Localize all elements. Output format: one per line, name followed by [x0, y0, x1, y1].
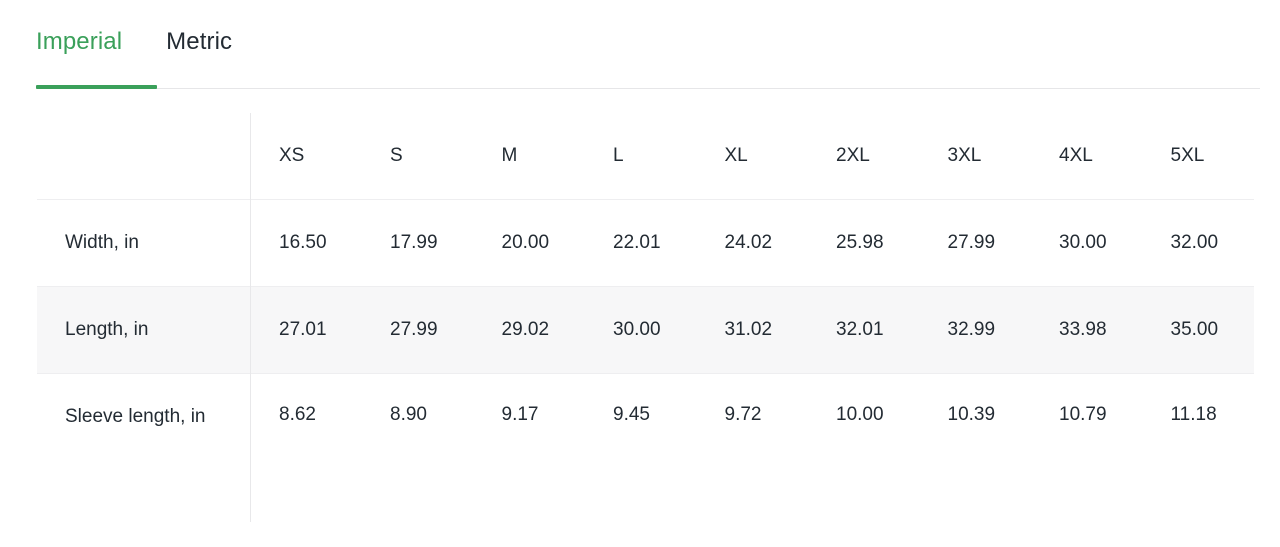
- row-label-width: Width, in: [36, 199, 251, 287]
- size-table-container: XS S M L XL 2XL 3XL 4XL 5XL Width, in 16…: [36, 112, 1255, 523]
- column-header-3xl: 3XL: [947, 145, 982, 166]
- cell-sleeve-l: 9.45: [585, 373, 697, 522]
- cell-length-4xl: 33.98: [1031, 286, 1143, 374]
- column-header-m: M: [501, 145, 518, 166]
- cell-width-3xl: 27.99: [919, 199, 1031, 287]
- cell-sleeve-4xl: 10.79: [1031, 373, 1143, 522]
- table-head: XS S M L XL 2XL 3XL 4XL 5XL: [36, 113, 1254, 200]
- header-corner-cell: [36, 113, 251, 200]
- tab-imperial[interactable]: Imperial: [36, 28, 146, 75]
- cell-width-xs: 16.50: [250, 199, 362, 287]
- table-body: Width, in 16.50 17.99 20.00 22.01 24.02 …: [36, 199, 1254, 522]
- row-label-length: Length, in: [36, 286, 251, 374]
- row-label-sleeve-length: Sleeve length, in: [36, 373, 251, 522]
- cell-length-3xl: 32.99: [919, 286, 1031, 374]
- active-tab-indicator: [36, 85, 157, 89]
- unit-tabs-container: Imperial Metric: [36, 28, 1260, 89]
- cell-width-s: 17.99: [362, 199, 474, 287]
- unit-tabs: Imperial Metric: [36, 28, 1260, 89]
- cell-width-5xl: 32.00: [1142, 199, 1254, 287]
- cell-width-2xl: 25.98: [808, 199, 920, 287]
- column-header-l: L: [613, 145, 624, 166]
- tab-metric[interactable]: Metric: [146, 28, 246, 75]
- cell-length-l: 30.00: [585, 286, 697, 374]
- cell-length-s: 27.99: [362, 286, 474, 374]
- column-header-xl: XL: [724, 145, 748, 166]
- cell-length-xs: 27.01: [250, 286, 362, 374]
- cell-sleeve-xs: 8.62: [250, 373, 362, 522]
- cell-length-2xl: 32.01: [808, 286, 920, 374]
- table-row: Sleeve length, in 8.62 8.90 9.17 9.45 9.…: [36, 373, 1254, 522]
- tabs-baseline-divider: [36, 88, 1260, 89]
- cell-length-m: 29.02: [473, 286, 585, 374]
- column-header-5xl: 5XL: [1170, 145, 1205, 166]
- cell-sleeve-3xl: 10.39: [919, 373, 1031, 522]
- table-row: Width, in 16.50 17.99 20.00 22.01 24.02 …: [36, 199, 1254, 287]
- column-header-xs: XS: [279, 145, 305, 166]
- column-header-2xl: 2XL: [836, 145, 870, 166]
- column-header-4xl: 4XL: [1059, 145, 1093, 166]
- column-header-s: S: [390, 145, 403, 166]
- cell-sleeve-s: 8.90: [362, 373, 474, 522]
- cell-width-l: 22.01: [585, 199, 697, 287]
- table-row: Length, in 27.01 27.99 29.02 30.00 31.02…: [36, 286, 1254, 374]
- table-header-row: XS S M L XL 2XL 3XL 4XL 5XL: [36, 113, 1254, 200]
- cell-sleeve-5xl: 11.18: [1142, 373, 1254, 522]
- cell-length-5xl: 35.00: [1142, 286, 1254, 374]
- cell-sleeve-xl: 9.72: [696, 373, 808, 522]
- cell-length-xl: 31.02: [696, 286, 808, 374]
- cell-width-m: 20.00: [473, 199, 585, 287]
- cell-width-xl: 24.02: [696, 199, 808, 287]
- size-table: XS S M L XL 2XL 3XL 4XL 5XL Width, in 16…: [36, 112, 1255, 523]
- cell-sleeve-m: 9.17: [473, 373, 585, 522]
- cell-width-4xl: 30.00: [1031, 199, 1143, 287]
- cell-sleeve-2xl: 10.00: [808, 373, 920, 522]
